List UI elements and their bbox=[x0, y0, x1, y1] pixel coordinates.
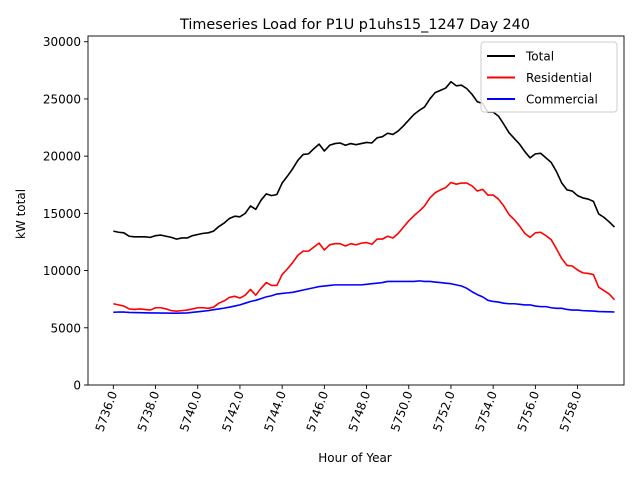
legend-label-residential: Residential bbox=[526, 71, 592, 85]
y-tick-label: 20000 bbox=[43, 150, 81, 164]
y-tick-label: 0 bbox=[73, 379, 81, 393]
legend-label-commercial: Commercial bbox=[526, 93, 598, 107]
series-line-commercial bbox=[113, 280, 615, 314]
legend-label-total: Total bbox=[525, 50, 554, 64]
x-tick-label: 5754.0 bbox=[472, 389, 500, 433]
x-tick-label: 5742.0 bbox=[219, 389, 247, 433]
x-tick-label: 5750.0 bbox=[388, 389, 416, 433]
y-tick-label: 5000 bbox=[50, 321, 81, 335]
x-tick-label: 5740.0 bbox=[177, 389, 205, 433]
chart-title: Timeseries Load for P1U p1uhs15_1247 Day… bbox=[179, 17, 530, 33]
legend: Total Residential Commercial bbox=[480, 41, 618, 113]
x-tick-label: 5746.0 bbox=[304, 389, 332, 433]
x-tick-label: 5744.0 bbox=[261, 389, 289, 433]
legend-box bbox=[480, 41, 618, 113]
y-tick-label: 10000 bbox=[43, 264, 81, 278]
series-line-residential bbox=[113, 181, 616, 313]
y-tick-label: 15000 bbox=[43, 207, 81, 221]
x-tick-label: 5748.0 bbox=[346, 389, 374, 433]
x-tick-label: 5752.0 bbox=[430, 389, 458, 433]
y-axis-label: kW total bbox=[14, 189, 28, 239]
x-tick-label: 5738.0 bbox=[135, 389, 163, 433]
y-tick-label: 30000 bbox=[43, 35, 81, 49]
series-line-total bbox=[113, 80, 616, 240]
x-tick-label: 5758.0 bbox=[557, 389, 585, 433]
y-tick-label: 25000 bbox=[43, 92, 81, 106]
series-layer bbox=[113, 80, 616, 314]
x-tick-label: 5756.0 bbox=[515, 389, 543, 433]
axes-frame bbox=[87, 35, 625, 386]
x-axis-label: Hour of Year bbox=[318, 451, 392, 465]
x-tick-label: 5736.0 bbox=[93, 389, 121, 433]
